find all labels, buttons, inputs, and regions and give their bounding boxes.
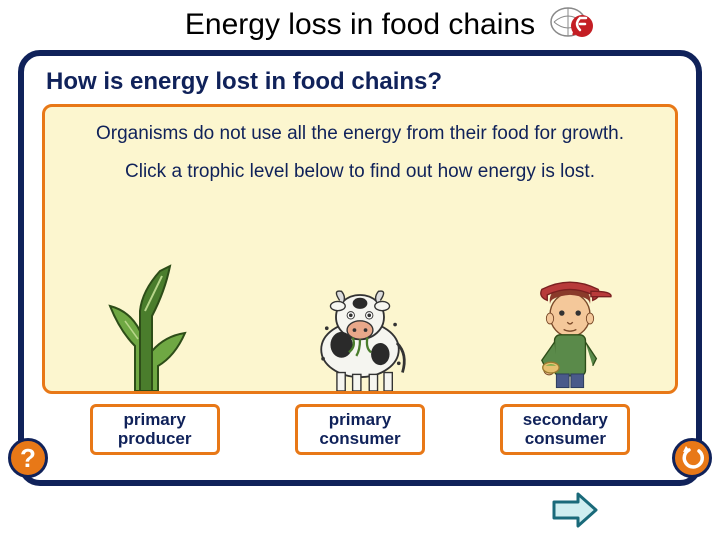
body-line-1: Organisms do not use all the energy from… [95, 121, 625, 147]
cow-illustration[interactable] [290, 261, 430, 391]
label-line: consumer [525, 429, 606, 448]
secondary-consumer-button[interactable]: secondary consumer [500, 404, 630, 455]
trophic-labels-row: primary producer primary consumer second… [42, 404, 678, 455]
primary-producer-button[interactable]: primary producer [90, 404, 220, 455]
flash-icon [550, 4, 594, 40]
page-title: Energy loss in food chains [0, 0, 720, 46]
primary-consumer-button[interactable]: primary consumer [295, 404, 425, 455]
help-button[interactable]: ? [8, 438, 48, 478]
label-line: primary [123, 410, 185, 429]
illustrations-row [45, 251, 675, 391]
label-line: secondary [523, 410, 608, 429]
question-heading: How is energy lost in food chains? [46, 68, 678, 96]
next-arrow-icon [550, 490, 600, 530]
next-button[interactable] [550, 490, 600, 530]
reset-icon [679, 445, 705, 471]
main-frame: How is energy lost in food chains? Organ… [18, 50, 702, 486]
content-box: Organisms do not use all the energy from… [42, 104, 678, 394]
boy-illustration[interactable] [500, 261, 640, 391]
reset-button[interactable] [672, 438, 712, 478]
body-line-2: Click a trophic level below to find out … [95, 159, 625, 185]
help-icon: ? [20, 443, 36, 474]
label-line: producer [118, 429, 192, 448]
instruction-text: Organisms do not use all the energy from… [45, 107, 675, 184]
plant-illustration[interactable] [80, 261, 220, 391]
label-line: primary [329, 410, 391, 429]
label-line: consumer [319, 429, 400, 448]
